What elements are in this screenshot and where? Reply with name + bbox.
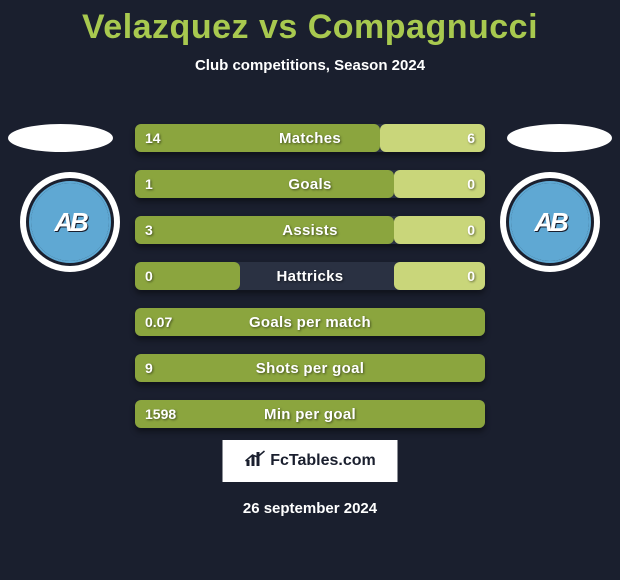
club-initials-right: AB bbox=[534, 207, 566, 238]
stat-label: Min per goal bbox=[135, 400, 485, 428]
watermark-text: FcTables.com bbox=[270, 452, 376, 470]
watermark: FcTables.com bbox=[223, 440, 398, 482]
club-badge-left: AB bbox=[20, 172, 120, 272]
stat-row: 0.07Goals per match bbox=[135, 308, 485, 336]
stat-row: 1598Min per goal bbox=[135, 400, 485, 428]
player-ellipse-right bbox=[507, 124, 612, 152]
club-badge-inner-left: AB bbox=[26, 178, 114, 266]
stat-row: 146Matches bbox=[135, 124, 485, 152]
stat-label: Shots per goal bbox=[135, 354, 485, 382]
stat-label: Goals per match bbox=[135, 308, 485, 336]
stat-row: 30Assists bbox=[135, 216, 485, 244]
stat-label: Assists bbox=[135, 216, 485, 244]
footer-date: 26 september 2024 bbox=[0, 500, 620, 517]
stat-row: 00Hattricks bbox=[135, 262, 485, 290]
stat-row: 10Goals bbox=[135, 170, 485, 198]
stats-container: 146Matches 10Goals 30Assists 00Hattricks 0.0… bbox=[135, 124, 485, 446]
player-ellipse-left bbox=[8, 124, 113, 152]
stat-label: Goals bbox=[135, 170, 485, 198]
stat-label: Hattricks bbox=[135, 262, 485, 290]
stat-row: 9Shots per goal bbox=[135, 354, 485, 382]
stat-label: Matches bbox=[135, 124, 485, 152]
page-subtitle: Club competitions, Season 2024 bbox=[0, 57, 620, 74]
header: Velazquez vs Compagnucci Club competitio… bbox=[0, 0, 620, 74]
club-initials-left: AB bbox=[54, 207, 86, 238]
club-badge-inner-right: AB bbox=[506, 178, 594, 266]
chart-icon bbox=[244, 450, 266, 473]
club-badge-right: AB bbox=[500, 172, 600, 272]
page-title: Velazquez vs Compagnucci bbox=[0, 8, 620, 47]
